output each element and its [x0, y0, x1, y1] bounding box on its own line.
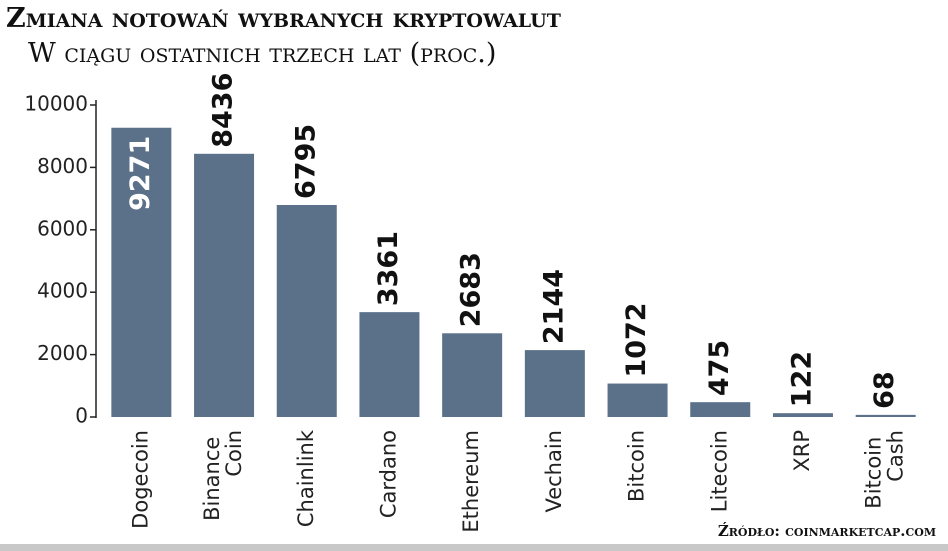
- data-label: 2683: [456, 252, 487, 327]
- data-label: 68: [869, 371, 900, 409]
- x-tick-label: Bitcoin Cash: [862, 430, 908, 509]
- data-label: 475: [704, 340, 735, 396]
- chart-subtitle: W ciągu ostatnich trzech lat (proc.): [28, 38, 496, 69]
- x-tick-label: Ethereum: [459, 430, 483, 533]
- x-tick-label: Cardano: [376, 430, 400, 518]
- x-tick-label: Binance Coin: [200, 430, 246, 521]
- data-label: 2144: [538, 269, 569, 344]
- bar: [194, 153, 255, 417]
- data-label: 122: [786, 351, 817, 407]
- bar: [442, 333, 503, 417]
- bar: [855, 414, 916, 417]
- data-label: 8436: [208, 73, 239, 148]
- chart-title: Zmiana notowań wybranych kryptowalut: [6, 3, 561, 34]
- source: Źródło: coinmarketcap.com: [718, 522, 936, 540]
- x-tick-label: Dogecoin: [128, 430, 152, 529]
- bar: [772, 413, 833, 417]
- bar: [111, 127, 172, 417]
- bar: [276, 204, 337, 417]
- bar: [359, 312, 420, 417]
- bar: [524, 350, 585, 417]
- y-tick-label: 2000: [37, 341, 88, 365]
- bar: [607, 383, 668, 417]
- bottom-border: [0, 544, 948, 551]
- x-tick-label: Vechain: [542, 430, 566, 513]
- x-tick-label: Bitcoin: [625, 430, 649, 502]
- x-tick-label: XRP: [790, 430, 814, 472]
- y-tick-label: 8000: [37, 154, 88, 178]
- data-label: 3361: [373, 231, 404, 306]
- data-label: 1072: [621, 302, 652, 377]
- y-tick-label: 0: [75, 404, 88, 428]
- y-tick-label: 10000: [24, 92, 88, 116]
- x-tick-label: Chainlink: [294, 429, 318, 527]
- y-tick-label: 4000: [37, 279, 88, 303]
- bar: [690, 402, 751, 417]
- y-tick-label: 6000: [37, 216, 88, 240]
- data-label: 9271: [125, 136, 156, 211]
- data-label: 6795: [290, 124, 321, 199]
- x-tick-label: Litecoin: [707, 430, 731, 512]
